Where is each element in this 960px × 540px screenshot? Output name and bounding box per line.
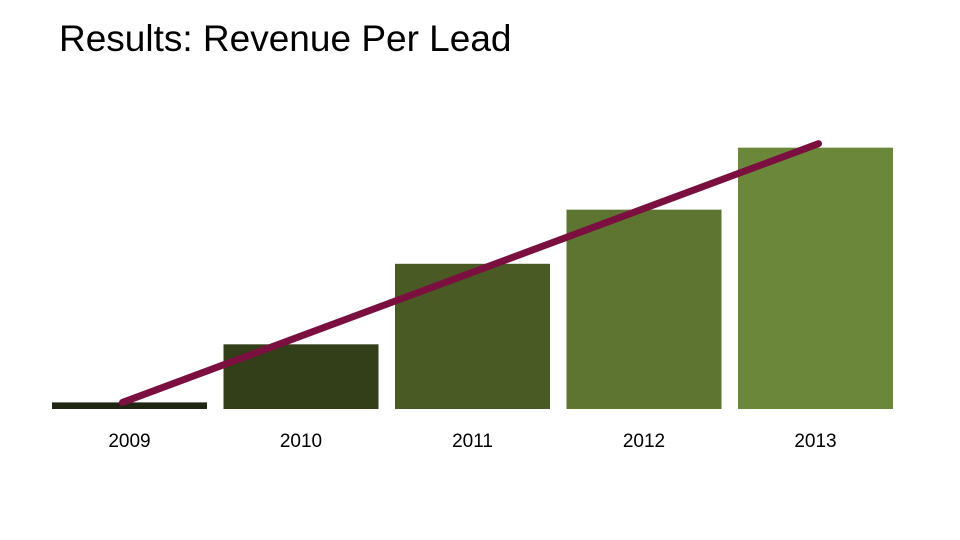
x-tick-label-2011: 2011: [452, 431, 493, 452]
bar-2013: [738, 147, 893, 409]
x-tick-label-2010: 2010: [280, 431, 322, 452]
x-axis-ticks: 2009 2010 2011 2012 2013: [108, 431, 836, 452]
x-tick-label-2013: 2013: [794, 431, 836, 452]
bar-group: [52, 147, 893, 409]
bar-2012: [566, 209, 722, 409]
trendline-group: [119, 140, 822, 406]
x-tick-label-2009: 2009: [108, 431, 150, 452]
page-title: Results: Revenue Per Lead: [59, 18, 512, 59]
bar-2011: [395, 263, 550, 409]
bar-2009: [52, 402, 207, 409]
trendline: [119, 140, 822, 406]
x-tick-label-2012: 2012: [623, 431, 665, 452]
